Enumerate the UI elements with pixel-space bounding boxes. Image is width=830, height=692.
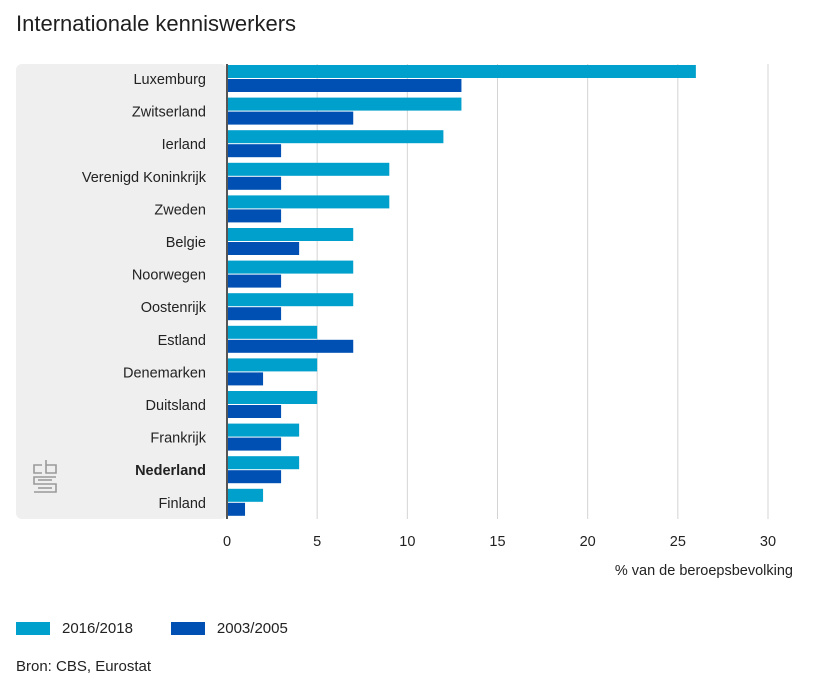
category-label: Finland [158, 496, 206, 512]
category-label: Estland [158, 333, 206, 349]
bar-2003-2005 [227, 339, 354, 353]
legend-swatch [170, 622, 205, 635]
cbs-logo-icon [33, 460, 57, 493]
legend-label: 2016/2018 [62, 620, 133, 637]
bar-2016-2018 [227, 423, 300, 437]
bar-2003-2005 [227, 274, 282, 288]
bar-2003-2005 [227, 79, 462, 92]
bar-2003-2005 [227, 209, 282, 223]
bar-2016-2018 [227, 325, 318, 339]
x-tick-label: 20 [580, 534, 596, 550]
category-label: Zwitserland [132, 105, 206, 121]
bar-2016-2018 [227, 130, 444, 144]
bar-2003-2005 [227, 242, 300, 255]
x-tick-label: 0 [223, 534, 231, 550]
legend-item-series2: 2003/2005 [170, 620, 288, 637]
legend-label: 2003/2005 [216, 620, 288, 637]
bar-2003-2005 [227, 372, 264, 386]
x-axis-label: % van de beroepsbevolking [615, 563, 793, 579]
legend: 2016/2018 2003/2005 [16, 620, 288, 637]
source-note: Bron: CBS, Eurostat [16, 658, 152, 675]
x-tick-label: 10 [399, 534, 415, 550]
x-tick-label: 30 [760, 534, 776, 550]
category-label: Nederland [135, 463, 206, 479]
bar-2016-2018 [227, 293, 354, 307]
bar-2016-2018 [227, 65, 696, 78]
bar-2016-2018 [227, 456, 300, 470]
category-label: Luxemburg [133, 72, 206, 88]
bar-2003-2005 [227, 437, 282, 451]
bar-2016-2018 [227, 97, 462, 111]
category-label: Denemarken [123, 365, 206, 381]
bar-chart: Luxemburg Zwitserland Ierland Verenigd Koni… [16, 64, 793, 579]
x-tick-label: 25 [670, 534, 686, 550]
bar-2016-2018 [227, 358, 318, 372]
category-label: Belgie [166, 235, 206, 251]
legend-item-series1: 2016/2018 [16, 620, 133, 637]
bar-2003-2005 [227, 176, 282, 190]
bar-2016-2018 [227, 162, 390, 176]
bar-2003-2005 [227, 470, 282, 484]
category-label: Noorwegen [132, 268, 206, 284]
legend-swatch [16, 622, 50, 635]
bar-2016-2018 [227, 228, 354, 241]
category-label: Duitsland [146, 398, 206, 414]
bar-2003-2005 [227, 111, 354, 125]
bar-2003-2005 [227, 405, 282, 418]
label-panel [16, 64, 227, 519]
bar-2016-2018 [227, 260, 354, 274]
x-tick-label: 15 [489, 534, 505, 550]
x-tick-label: 5 [313, 534, 321, 550]
bar-2016-2018 [227, 195, 390, 209]
category-label: Frankrijk [150, 431, 206, 447]
chart-title: Internationale kenniswerkers [16, 11, 297, 36]
category-label: Ierland [162, 137, 206, 153]
category-label: Verenigd Koninkrijk [82, 170, 207, 186]
category-label: Oostenrijk [141, 300, 207, 316]
category-label: Zweden [154, 202, 206, 218]
bar-2003-2005 [227, 307, 282, 321]
bar-2003-2005 [227, 502, 246, 516]
bar-2003-2005 [227, 144, 282, 158]
bar-2016-2018 [227, 391, 318, 404]
bar-2016-2018 [227, 488, 264, 502]
